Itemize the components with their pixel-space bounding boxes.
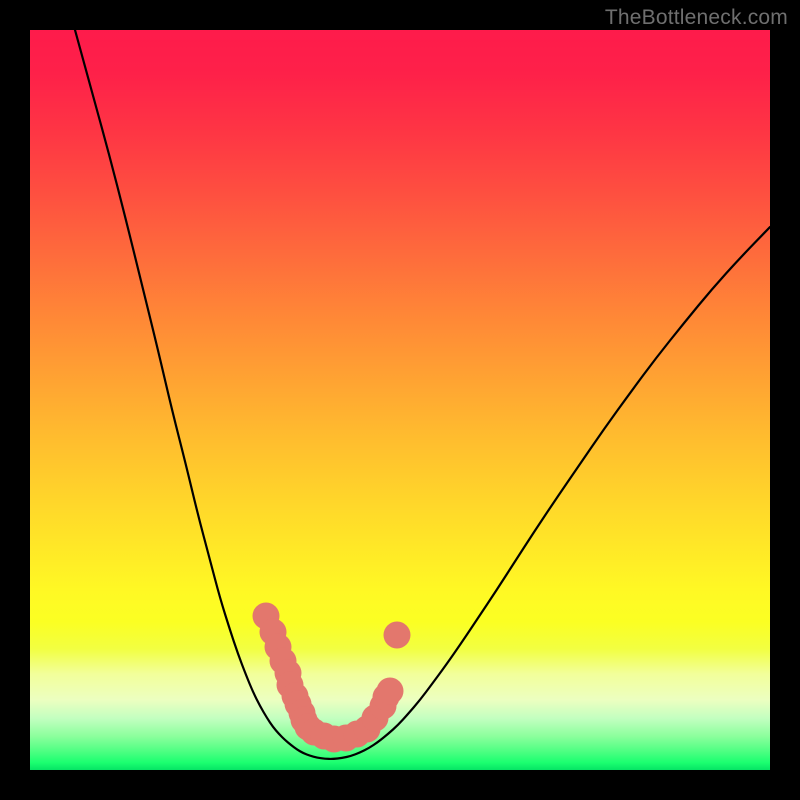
data-marker xyxy=(377,678,404,705)
bottleneck-curve xyxy=(75,30,770,759)
curve-layer xyxy=(30,30,770,770)
watermark-text: TheBottleneck.com xyxy=(605,6,788,30)
data-marker xyxy=(384,622,411,649)
plot-area xyxy=(30,30,770,770)
